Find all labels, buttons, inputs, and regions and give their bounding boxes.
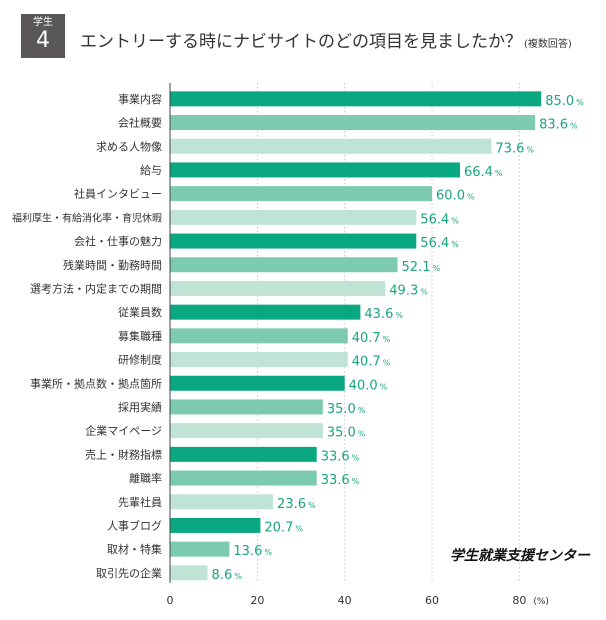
bar: [170, 517, 261, 533]
category-label: 人事ブログ: [107, 518, 162, 532]
x-tick-label: 0: [167, 594, 174, 607]
value-label: 83.6%: [539, 118, 578, 133]
value-label: 56.4%: [420, 236, 459, 251]
category-label: 福利厚生・有給消化率・育児休暇: [12, 211, 162, 224]
value-label: 33.6%: [321, 473, 360, 488]
question-badge: 学生 4: [21, 14, 65, 58]
value-label: 85.0%: [545, 94, 584, 109]
category-label: 会社・仕事の魅力: [74, 234, 162, 248]
value-label: 35.0%: [327, 426, 366, 441]
value-label: 66.4%: [464, 165, 503, 180]
bar: [170, 541, 230, 557]
category-label: 採用実績: [118, 400, 162, 414]
category-label: 給与: [140, 163, 162, 177]
bar: [170, 399, 323, 415]
value-label: 33.6%: [321, 449, 360, 464]
value-label: 8.6%: [212, 568, 243, 583]
x-tick-label: 80: [512, 594, 526, 607]
bar: [170, 494, 274, 510]
bar: [170, 470, 317, 486]
bar: [170, 328, 348, 344]
category-label: 取材・特集: [107, 542, 162, 556]
category-label: 会社概要: [118, 116, 162, 130]
value-label: 40.0%: [349, 378, 388, 393]
x-tick-label: 60: [425, 594, 439, 607]
bar: [170, 91, 542, 107]
category-label: 取引先の企業: [96, 566, 162, 580]
value-label: 49.3%: [389, 283, 428, 298]
bar: [170, 565, 208, 581]
value-label: 73.6%: [495, 141, 534, 156]
bar: [170, 257, 398, 273]
value-label: 20.7%: [264, 520, 303, 535]
badge-category: 学生: [33, 17, 53, 28]
category-label: 離職率: [129, 471, 162, 485]
value-label: 56.4%: [420, 212, 459, 227]
category-label: 研修制度: [118, 353, 162, 367]
value-label: 40.7%: [352, 355, 391, 370]
category-label: 事業内容: [118, 92, 162, 106]
bar: [170, 186, 433, 202]
watermark-text: 学生就業支援センター: [450, 547, 591, 564]
category-label: 先輩社員: [118, 495, 162, 509]
x-axis-unit: (%): [533, 597, 549, 607]
value-label: 13.6%: [233, 544, 272, 559]
chart-subtitle: (複数回答): [524, 39, 572, 50]
bar: [170, 162, 460, 178]
value-label: 52.1%: [402, 260, 441, 275]
category-label: 事業所・拠点数・拠点箇所: [30, 376, 162, 390]
value-label: 35.0%: [327, 402, 366, 417]
bar: [170, 233, 417, 249]
bar: [170, 115, 536, 131]
category-label: 企業マイページ: [85, 424, 162, 438]
category-label: 選考方法・内定までの期間: [30, 281, 162, 295]
badge-number: 4: [36, 28, 50, 53]
bar: [170, 375, 345, 391]
bar: [170, 352, 348, 368]
category-label: 売上・財務指標: [85, 447, 162, 461]
x-tick-label: 20: [250, 594, 264, 607]
bar: [170, 280, 386, 296]
bar: [170, 209, 417, 225]
chart-title-text: エントリーする時にナビサイトのどの項目を見ましたか？: [80, 32, 522, 52]
value-label: 40.7%: [352, 331, 391, 346]
value-label: 43.6%: [364, 307, 403, 322]
category-label: 従業員数: [118, 306, 162, 319]
category-label: 残業時間・勤務時間: [63, 258, 162, 272]
bar: [170, 423, 323, 439]
value-label: 60.0%: [436, 189, 475, 204]
category-label: 求める人物像: [96, 139, 162, 153]
value-label: 23.6%: [277, 497, 316, 512]
bar: [170, 446, 317, 462]
category-label: 募集職種: [118, 329, 162, 343]
category-label: 社員インタビュー: [74, 187, 162, 201]
bar: [170, 304, 361, 320]
x-tick-label: 40: [338, 594, 352, 607]
bar: [170, 138, 492, 154]
chart-title: エントリーする時にナビサイトのどの項目を見ましたか？ (複数回答): [80, 27, 572, 52]
